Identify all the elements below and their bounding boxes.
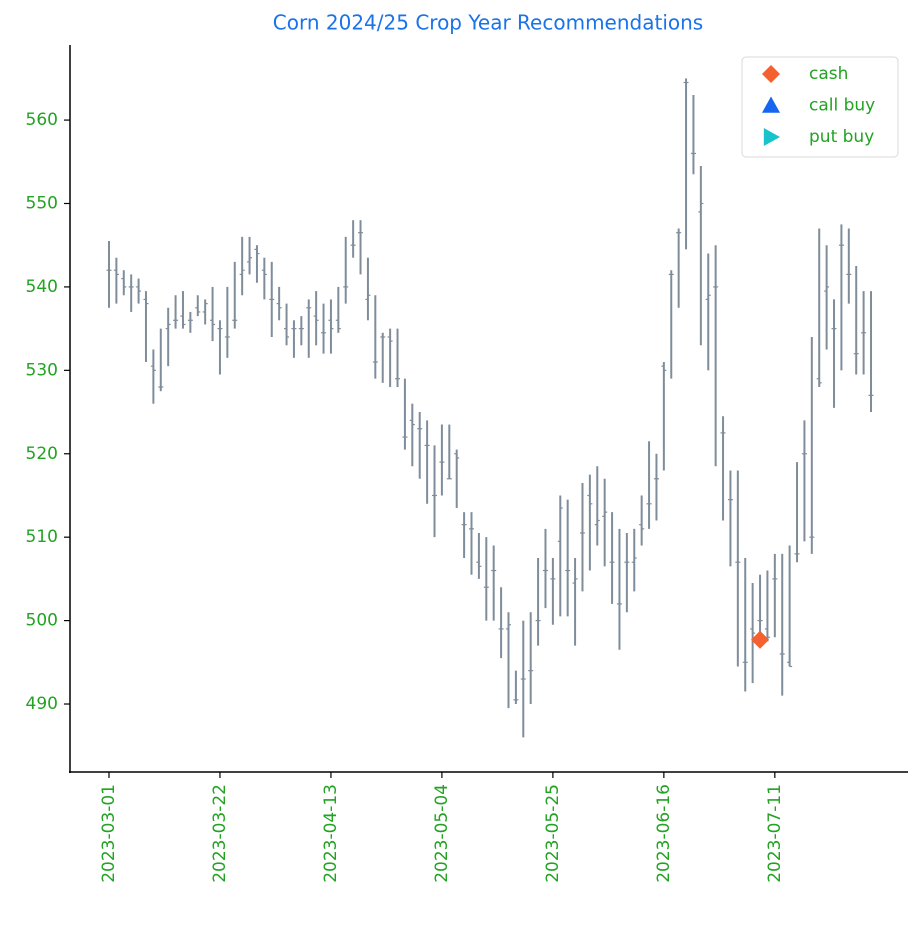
x-tick-label: 2023-05-25 [543,784,563,883]
y-tick-label: 500 [26,611,58,631]
x-tick-label: 2023-04-13 [321,784,341,883]
x-tick-label: 2023-06-16 [654,784,674,883]
chart-title: Corn 2024/25 Crop Year Recommendations [273,11,703,35]
x-tick-label: 2023-07-11 [765,784,785,883]
marker [751,630,770,649]
y-tick-label: 540 [26,277,58,297]
legend-marker [762,96,780,113]
legend-label: cash [809,64,848,84]
x-tick-label: 2023-05-04 [432,784,452,883]
legend-label: put buy [809,127,874,147]
x-tick-label: 2023-03-01 [99,784,119,883]
legend-marker [763,128,780,146]
legend-box [741,56,899,158]
legend-label: call buy [809,96,875,116]
y-tick-label: 490 [26,694,58,714]
y-tick-label: 530 [26,360,58,380]
y-tick-label: 550 [26,193,58,213]
x-tick-label: 2023-03-22 [210,784,230,883]
legend-marker [762,65,780,83]
y-tick-label: 510 [26,527,58,547]
y-tick-label: 560 [26,110,58,130]
legend: cash call buy put buy [741,56,899,158]
y-tick-label: 520 [26,444,58,464]
